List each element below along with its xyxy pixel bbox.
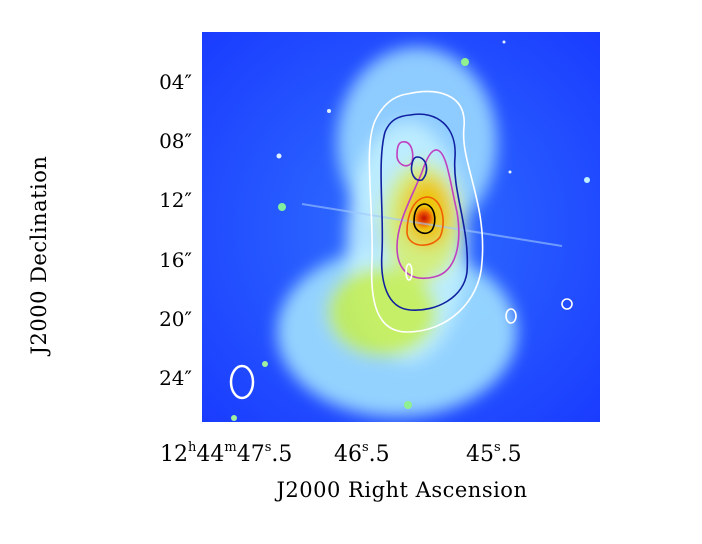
x-tick-label: 12h44m47s.5 [160, 440, 293, 467]
astronomical-image [202, 32, 600, 422]
y-tick-label: 04″ [159, 70, 192, 94]
diffraction-spike [301, 203, 563, 247]
y-tick-label: 08″ [159, 129, 192, 153]
y-axis-label: J2000 Declination [27, 155, 51, 355]
y-tick-label: 16″ [159, 248, 192, 272]
field-stars [231, 40, 590, 421]
x-tick-label: 46s.5 [334, 440, 390, 467]
beam-ellipse [229, 364, 255, 400]
y-tick-label: 12″ [159, 188, 192, 212]
y-tick-label: 24″ [159, 366, 192, 390]
x-axis-label: J2000 Right Ascension [276, 478, 528, 502]
y-tick-label: 20″ [159, 307, 192, 331]
contour-lines [368, 90, 573, 333]
x-tick-label: 45s.5 [466, 440, 522, 467]
